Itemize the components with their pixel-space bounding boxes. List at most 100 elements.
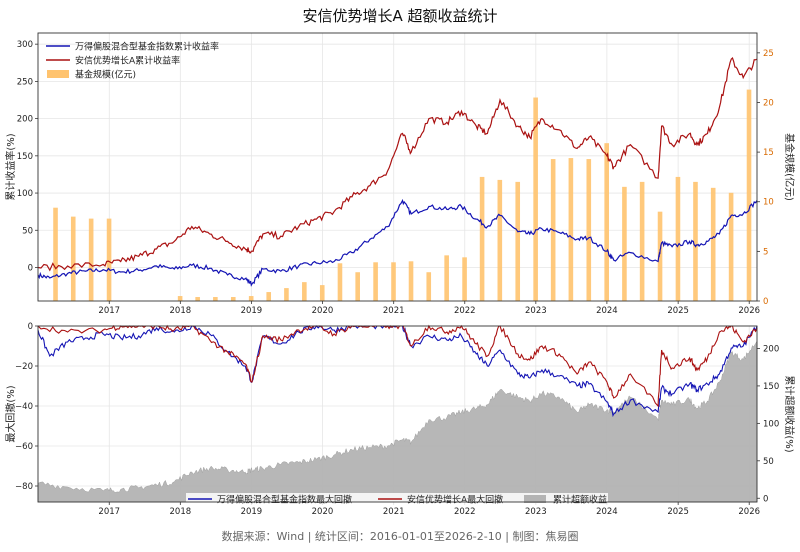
bottom-x-tick-label: 2019 bbox=[241, 507, 263, 517]
fund-drawdown-line bbox=[37, 324, 758, 408]
scale-bar bbox=[408, 261, 414, 301]
top-y-tick-label: 300 bbox=[17, 40, 33, 50]
top-right-tick-label: 5 bbox=[763, 247, 768, 257]
bottom-right-tick-label: 150 bbox=[763, 382, 779, 392]
scale-bar bbox=[391, 262, 396, 301]
excess-return-area bbox=[37, 340, 758, 503]
scale-bar bbox=[497, 179, 503, 301]
scale-bar bbox=[622, 186, 627, 301]
legend-swatch bbox=[524, 495, 546, 503]
bottom-y-tick-label: −80 bbox=[15, 482, 33, 492]
scale-bar bbox=[746, 89, 752, 301]
top-right-tick-label: 15 bbox=[763, 148, 774, 158]
bottom-right-tick-label: 0 bbox=[763, 494, 768, 504]
bottom-right-tick-label: 200 bbox=[763, 344, 779, 354]
chart-title: 安信优势增长A 超额收益统计 bbox=[302, 7, 497, 25]
scale-bar bbox=[355, 272, 360, 301]
top-x-tick-label: 2022 bbox=[454, 306, 476, 316]
scale-bar bbox=[106, 218, 112, 301]
top-x-tick-label: 2021 bbox=[383, 306, 405, 316]
bottom-x-tick-label: 2023 bbox=[525, 507, 547, 517]
legend-swatch bbox=[47, 70, 69, 78]
scale-bar bbox=[533, 97, 538, 301]
scale-bar bbox=[337, 263, 343, 301]
bottom-right-tick-label: 50 bbox=[763, 457, 774, 467]
top-right-tick-label: 0 bbox=[763, 297, 768, 307]
top-right-tick-label: 10 bbox=[763, 198, 774, 208]
scale-bar bbox=[479, 176, 485, 301]
bottom-x-tick-label: 2025 bbox=[667, 507, 689, 517]
top-left-axis-label: 累计收益率(%) bbox=[4, 133, 17, 200]
scale-bar bbox=[462, 257, 467, 301]
bottom-y-tick-label: −20 bbox=[15, 362, 33, 372]
scale-bar bbox=[568, 158, 574, 301]
bottom-y-tick-label: −60 bbox=[15, 442, 33, 452]
scale-bar bbox=[693, 181, 698, 301]
top-right-axis-label: 基金规模(亿元) bbox=[783, 133, 796, 201]
bottom-y-tick-label: 0 bbox=[28, 322, 33, 332]
bottom-x-tick-label: 2026 bbox=[738, 507, 760, 517]
bottom-right-axis-label: 累计超额收益(%) bbox=[783, 375, 796, 452]
scale-bar bbox=[319, 285, 325, 301]
bottom-panel: 0 −20 −40 −60 −80 2017 2018 2019 2020 2021 2022 202… bbox=[4, 322, 796, 517]
scale-bar bbox=[213, 297, 218, 301]
bottom-x-tick-label: 2017 bbox=[98, 507, 120, 517]
bottom-x-tick-label: 2022 bbox=[454, 507, 476, 517]
bottom-x-tick-label: 2021 bbox=[383, 507, 405, 517]
scale-bar bbox=[284, 288, 289, 301]
scale-bar bbox=[604, 143, 609, 301]
scale-bar bbox=[177, 296, 183, 301]
scale-bar bbox=[710, 187, 716, 301]
top-x-tick-label: 2019 bbox=[241, 306, 263, 316]
bottom-x-tick-label: 2020 bbox=[312, 507, 334, 517]
bottom-y-tick-label: −40 bbox=[15, 402, 33, 412]
top-y-tick-label: 250 bbox=[17, 77, 33, 87]
bottom-left-axis-label: 最大回撤(%) bbox=[4, 385, 17, 442]
scale-bar bbox=[248, 296, 254, 301]
scale-bar bbox=[53, 207, 58, 301]
top-x-tick-label: 2025 bbox=[667, 306, 689, 316]
fund-return-line bbox=[37, 56, 758, 272]
scale-bar bbox=[675, 176, 681, 301]
scale-bar bbox=[302, 282, 307, 301]
top-x-tick-label: 2017 bbox=[98, 306, 120, 316]
bottom-right-tick-label: 100 bbox=[763, 419, 779, 429]
top-y-tick-label: 200 bbox=[17, 115, 33, 125]
legend-label: 万得偏股混合型基金指数最大回撤 bbox=[217, 494, 352, 506]
legend-label: 万得偏股混合型基金指数累计收益率 bbox=[75, 41, 219, 53]
scale-bar bbox=[426, 272, 432, 301]
top-y-tick-label: 50 bbox=[22, 226, 33, 236]
top-x-tick-label: 2023 bbox=[525, 306, 547, 316]
scale-bar bbox=[230, 297, 236, 301]
scale-bar bbox=[639, 181, 645, 301]
top-y-tick-label: 100 bbox=[17, 189, 33, 199]
scale-bar bbox=[444, 255, 449, 301]
scale-bar bbox=[266, 292, 272, 301]
bottom-plot-frame bbox=[37, 325, 758, 503]
scale-bar bbox=[586, 159, 592, 301]
top-x-tick-label: 2024 bbox=[596, 306, 618, 316]
legend-label: 累计超额收益 bbox=[553, 494, 607, 506]
top-x-tick-label: 2018 bbox=[170, 306, 192, 316]
top-plot-frame bbox=[37, 32, 758, 302]
scale-bar bbox=[657, 211, 663, 301]
top-y-tick-label: 0 bbox=[28, 264, 33, 274]
bottom-x-tick-label: 2018 bbox=[170, 507, 192, 517]
footer-note: 数据来源：Wind | 统计区间：2016-01-01至2026-2-10 | … bbox=[222, 529, 579, 543]
top-y-tick-label: 150 bbox=[17, 152, 33, 162]
top-x-tick-label: 2026 bbox=[738, 306, 760, 316]
scale-bar bbox=[515, 181, 521, 301]
top-x-tick-label: 2020 bbox=[312, 306, 334, 316]
legend-label: 安信优势增长A累计收益率 bbox=[75, 55, 180, 67]
scale-bar bbox=[728, 192, 734, 301]
scale-bar bbox=[373, 262, 378, 301]
index-return-line bbox=[37, 198, 758, 287]
bottom-x-tick-label: 2024 bbox=[596, 507, 618, 517]
scale-bar bbox=[70, 216, 76, 301]
top-right-tick-label: 20 bbox=[763, 98, 774, 108]
legend-label: 安信优势增长A最大回撤 bbox=[407, 494, 503, 506]
bottom-legend: 万得偏股混合型基金指数最大回撤 安信优势增长A最大回撤 累计超额收益 bbox=[186, 493, 608, 506]
